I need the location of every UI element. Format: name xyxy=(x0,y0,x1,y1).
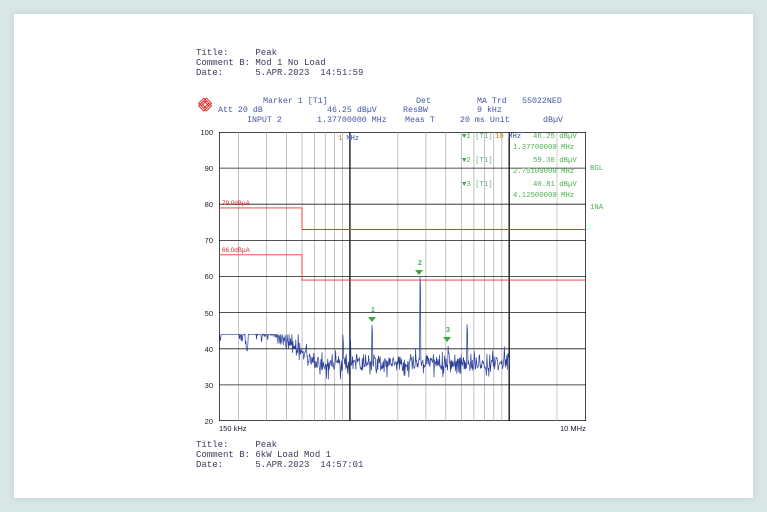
svg-text:66.0dBµA: 66.0dBµA xyxy=(222,247,251,254)
svg-text:79.0dBµA: 79.0dBµA xyxy=(222,200,251,207)
